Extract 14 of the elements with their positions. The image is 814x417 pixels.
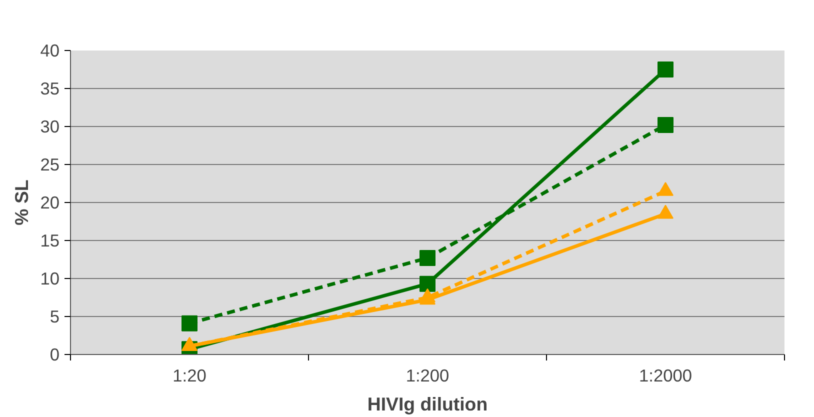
y-tick-label: 30 [40,116,60,136]
y-tick-label: 10 [40,268,60,288]
x-axis-title: HIVIg dilution [367,394,488,414]
x-tick-label: 1:2000 [639,366,692,386]
y-axis-title: % SL [11,180,32,226]
x-tick-label: 1:200 [406,366,450,386]
x-tick-label: 1:20 [172,366,206,386]
y-tick-label: 40 [40,40,60,60]
y-tick-label: 35 [40,78,60,98]
y-tick-label: 5 [50,306,60,326]
y-tick-label: 20 [40,192,60,212]
y-tick-label: 15 [40,230,60,250]
y-tick-label: 25 [40,154,60,174]
y-tick-label: 0 [50,344,60,364]
